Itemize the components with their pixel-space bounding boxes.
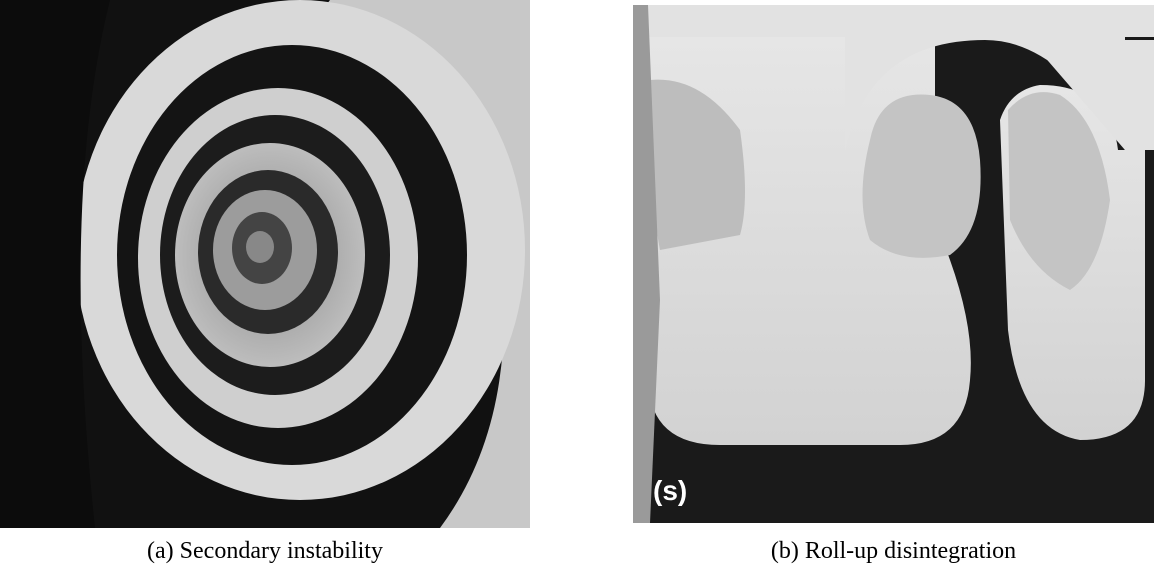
panel-a-image [0, 0, 530, 528]
panel-b-image: (s) [633, 5, 1154, 523]
figure-images: (s) [0, 0, 1154, 530]
figure: (s) (a) Secondary instability (b) Roll-u… [0, 0, 1154, 579]
caption: (a) Secondary instability [0, 538, 530, 565]
caption: (b) Roll-up disintegration [633, 538, 1154, 565]
panel-label: (s) [653, 475, 687, 506]
